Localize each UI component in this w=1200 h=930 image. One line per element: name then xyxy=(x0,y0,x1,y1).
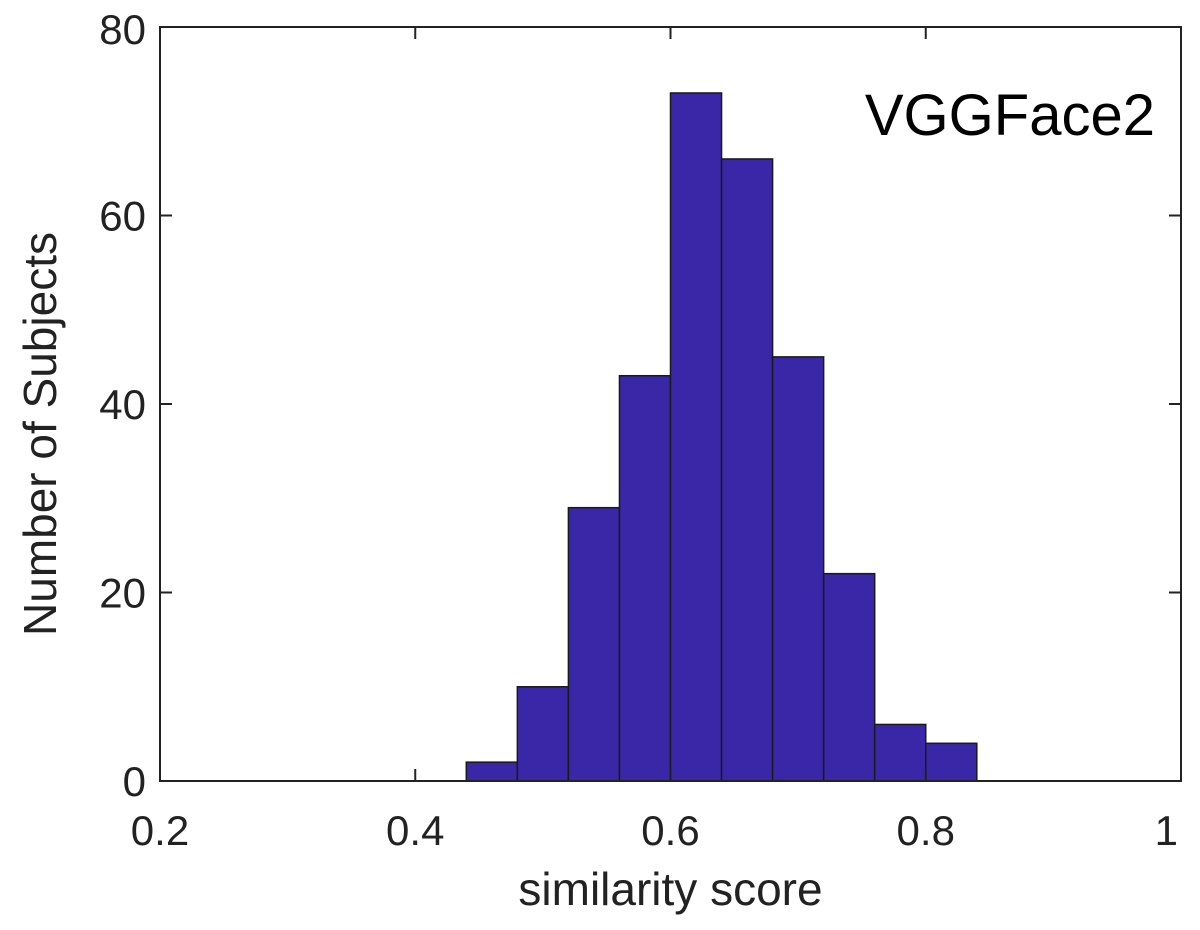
y-axis-label: Number of Subjects xyxy=(14,232,66,636)
histogram-bar xyxy=(925,742,978,782)
y-tick-label: 40 xyxy=(99,381,146,428)
ticks-layer: 0.2 0.4 0.6 0.8 1 0 20 40 60 80 xyxy=(99,6,1182,854)
histogram-bar xyxy=(873,723,927,782)
histogram-bar xyxy=(822,572,876,782)
x-tick-label: 0.6 xyxy=(641,807,699,854)
histogram-bar xyxy=(618,374,672,782)
histogram-bar xyxy=(516,686,570,782)
bars-layer xyxy=(465,92,978,782)
x-axis-label: similarity score xyxy=(518,863,822,915)
histogram-bar xyxy=(771,356,825,782)
x-tick-label: 0.4 xyxy=(386,807,444,854)
dataset-annotation: VGGFace2 xyxy=(865,83,1155,148)
y-tick-label: 60 xyxy=(99,193,146,240)
histogram-bar xyxy=(720,158,774,782)
histogram-bar xyxy=(669,92,723,782)
histogram-bar xyxy=(465,761,519,782)
x-tick-label: 1 xyxy=(1155,807,1178,854)
histogram-bar xyxy=(567,506,621,782)
y-tick-label: 80 xyxy=(99,6,146,53)
x-tick-label: 0.8 xyxy=(897,807,955,854)
x-tick-label: 0.2 xyxy=(131,807,189,854)
y-tick-label: 0 xyxy=(123,758,146,805)
y-tick-label: 20 xyxy=(99,570,146,617)
